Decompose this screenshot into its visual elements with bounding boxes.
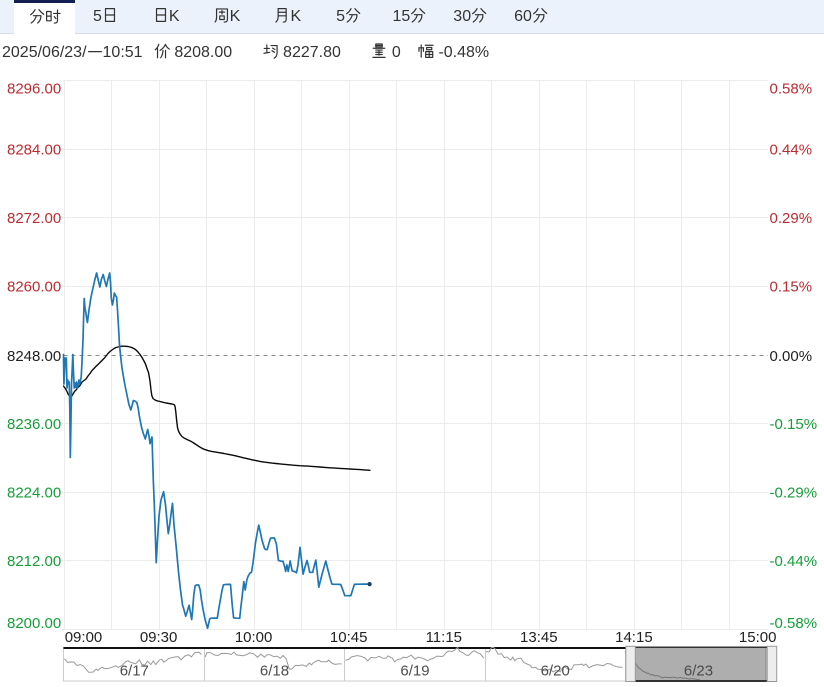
svg-text:6/18: 6/18 xyxy=(260,662,289,679)
svg-text:-0.58%: -0.58% xyxy=(770,615,818,632)
svg-text:14:15: 14:15 xyxy=(615,629,653,646)
svg-text:09:00: 09:00 xyxy=(65,629,103,646)
svg-text:11:15: 11:15 xyxy=(426,629,462,646)
svg-text:8296.00: 8296.00 xyxy=(7,81,61,98)
svg-text:0.29%: 0.29% xyxy=(770,210,813,227)
svg-text:-0.15%: -0.15% xyxy=(770,416,818,433)
svg-text:0.15%: 0.15% xyxy=(770,279,813,296)
svg-text:6/23: 6/23 xyxy=(684,662,713,679)
svg-text:0.58%: 0.58% xyxy=(770,81,813,98)
svg-text:8272.00: 8272.00 xyxy=(7,210,61,227)
svg-text:-0.44%: -0.44% xyxy=(770,553,818,570)
svg-text:6/17: 6/17 xyxy=(120,662,149,679)
svg-text:8284.00: 8284.00 xyxy=(7,142,61,159)
svg-text:10:45: 10:45 xyxy=(330,629,368,646)
svg-text:0.44%: 0.44% xyxy=(770,142,813,159)
svg-text:6/20: 6/20 xyxy=(541,662,570,679)
svg-text:15:00: 15:00 xyxy=(739,629,777,646)
svg-text:8224.00: 8224.00 xyxy=(7,485,61,502)
svg-text:6/19: 6/19 xyxy=(400,662,429,679)
svg-text:8248.00: 8248.00 xyxy=(7,348,61,365)
svg-text:0.00%: 0.00% xyxy=(770,348,813,365)
svg-text:8212.00: 8212.00 xyxy=(7,553,61,570)
svg-text:8236.00: 8236.00 xyxy=(7,416,61,433)
svg-text:8260.00: 8260.00 xyxy=(7,279,61,296)
svg-text:10:00: 10:00 xyxy=(235,629,273,646)
svg-text:-0.29%: -0.29% xyxy=(770,485,818,502)
svg-text:09:30: 09:30 xyxy=(140,629,178,646)
svg-text:13:45: 13:45 xyxy=(520,629,558,646)
svg-text:8200.00: 8200.00 xyxy=(7,615,61,632)
